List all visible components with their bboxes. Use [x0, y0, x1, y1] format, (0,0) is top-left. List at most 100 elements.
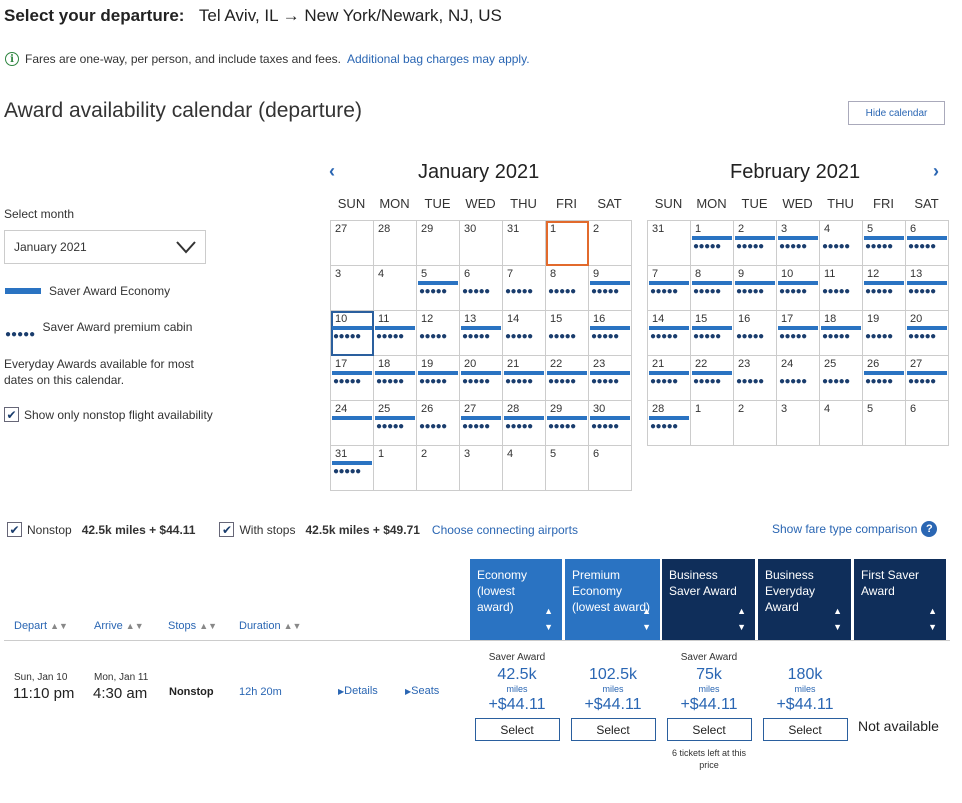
calendar-day[interactable]: 17 ●●●●●	[331, 356, 374, 401]
calendar-day[interactable]: 5	[546, 446, 589, 491]
with-stops-checkbox[interactable]: ✔	[219, 522, 235, 537]
calendar-day[interactable]: 5 ●●●●●	[863, 221, 906, 266]
calendar-day[interactable]: 7 ●●●●●	[503, 266, 546, 311]
calendar-day[interactable]: 3 ●●●●●	[777, 221, 820, 266]
calendar-day[interactable]: 15 ●●●●●	[546, 311, 589, 356]
select-business-everyday-button[interactable]: Select	[762, 718, 848, 741]
calendar-day[interactable]: 11 ●●●●●	[374, 311, 417, 356]
calendar-day[interactable]: 9 ●●●●●	[734, 266, 777, 311]
calendar-day[interactable]: 5	[863, 401, 906, 446]
calendar-day[interactable]: 28	[374, 221, 417, 266]
sort-depart[interactable]: Depart ▲▼	[14, 620, 68, 632]
calendar-day[interactable]: 23 ●●●●●	[589, 356, 632, 401]
calendar-day[interactable]: 14 ●●●●●	[648, 311, 691, 356]
sort-arrive[interactable]: Arrive ▲▼	[94, 620, 144, 632]
calendar-day[interactable]: 3	[460, 446, 503, 491]
next-month-icon[interactable]: ›	[933, 161, 939, 181]
nonstop-only-checkbox[interactable]: ✔	[4, 407, 19, 422]
select-business-saver-button[interactable]: Select	[666, 718, 752, 741]
calendar-day[interactable]: 6	[906, 401, 949, 446]
calendar-day[interactable]: 30 ●●●●●	[589, 401, 632, 446]
calendar-day[interactable]: 22 ●●●●●	[691, 356, 734, 401]
calendar-day[interactable]: 21 ●●●●●	[503, 356, 546, 401]
sort-duration[interactable]: Duration ▲▼	[239, 620, 301, 632]
calendar-day[interactable]: 28 ●●●●●	[648, 401, 691, 446]
calendar-day[interactable]: 31	[648, 221, 691, 266]
calendar-day[interactable]: 26 ●●●●●	[417, 401, 460, 446]
calendar-day[interactable]: 2	[417, 446, 460, 491]
help-icon[interactable]: ?	[921, 521, 938, 537]
calendar-day[interactable]: 28 ●●●●●	[503, 401, 546, 446]
select-premium-button[interactable]: Select	[570, 718, 656, 741]
calendar-day[interactable]: 20 ●●●●●	[460, 356, 503, 401]
calendar-day[interactable]: 4	[374, 266, 417, 311]
calendar-day[interactable]: 27	[331, 221, 374, 266]
calendar-day[interactable]: 17 ●●●●●	[777, 311, 820, 356]
details-link[interactable]: ▶Details	[338, 685, 378, 697]
calendar-day[interactable]: 1	[374, 446, 417, 491]
calendar-day[interactable]: 29	[417, 221, 460, 266]
calendar-day[interactable]: 19 ●●●●●	[863, 311, 906, 356]
calendar-day[interactable]: 12 ●●●●●	[417, 311, 460, 356]
calendar-day[interactable]: 12 ●●●●●	[863, 266, 906, 311]
calendar-day[interactable]: 10 ●●●●●	[777, 266, 820, 311]
calendar-day[interactable]: 13 ●●●●●	[906, 266, 949, 311]
fare-comparison-link[interactable]: Show fare type comparison ?	[772, 521, 938, 537]
calendar-day[interactable]: 27 ●●●●●	[460, 401, 503, 446]
nonstop-only-toggle[interactable]: ✔ Show only nonstop flight availability	[4, 407, 213, 422]
select-economy-button[interactable]: Select	[474, 718, 560, 741]
calendar-day[interactable]: 6 ●●●●●	[460, 266, 503, 311]
nonstop-checkbox[interactable]: ✔	[7, 522, 22, 537]
calendar-day[interactable]: 20 ●●●●●	[906, 311, 949, 356]
calendar-day[interactable]: 11 ●●●●●	[820, 266, 863, 311]
calendar-day[interactable]: 2	[589, 221, 632, 266]
connecting-airports-link[interactable]: Choose connecting airports	[431, 522, 579, 537]
bag-charges-link[interactable]: Additional bag charges may apply.	[346, 52, 530, 66]
calendar-day[interactable]: 3	[331, 266, 374, 311]
calendar-day[interactable]: 23 ●●●●●	[734, 356, 777, 401]
calendar-day[interactable]: 31 ●●●●●	[331, 446, 374, 491]
column-first-saver[interactable]: First Saver Award ▲ ▼	[854, 559, 946, 641]
calendar-day[interactable]: 1	[546, 221, 589, 266]
prev-month-icon[interactable]: ‹	[329, 161, 335, 181]
calendar-day[interactable]: 21 ●●●●●	[648, 356, 691, 401]
calendar-day[interactable]: 1 ●●●●●	[691, 221, 734, 266]
calendar-day[interactable]: 14 ●●●●●	[503, 311, 546, 356]
calendar-day[interactable]: 19 ●●●●●	[417, 356, 460, 401]
calendar-day[interactable]: 13 ●●●●●	[460, 311, 503, 356]
calendar-day[interactable]: 7 ●●●●●	[648, 266, 691, 311]
column-business-saver[interactable]: Business Saver Award ▲ ▼	[662, 559, 755, 641]
calendar-day[interactable]: 29 ●●●●●	[546, 401, 589, 446]
month-select[interactable]: January 2021	[4, 230, 206, 264]
calendar-day[interactable]: 3	[777, 401, 820, 446]
calendar-day[interactable]: 16 ●●●●●	[734, 311, 777, 356]
calendar-day[interactable]: 30	[460, 221, 503, 266]
calendar-day[interactable]: 18 ●●●●●	[374, 356, 417, 401]
calendar-day[interactable]: 9 ●●●●●	[589, 266, 632, 311]
calendar-day[interactable]: 27 ●●●●●	[906, 356, 949, 401]
calendar-day[interactable]: 24	[331, 401, 374, 446]
calendar-day[interactable]: 2	[734, 401, 777, 446]
calendar-day[interactable]: 4	[820, 401, 863, 446]
calendar-day[interactable]: 5 ●●●●●	[417, 266, 460, 311]
calendar-day[interactable]: 24 ●●●●●	[777, 356, 820, 401]
calendar-day[interactable]: 18 ●●●●●	[820, 311, 863, 356]
calendar-day[interactable]: 6 ●●●●●	[906, 221, 949, 266]
sort-stops[interactable]: Stops ▲▼	[168, 620, 217, 632]
calendar-day[interactable]: 8 ●●●●●	[546, 266, 589, 311]
column-premium-economy[interactable]: Premium Economy (lowest award) ▲ ▼	[565, 559, 660, 641]
calendar-day[interactable]: 26 ●●●●●	[863, 356, 906, 401]
calendar-day[interactable]: 8 ●●●●●	[691, 266, 734, 311]
hide-calendar-button[interactable]: Hide calendar	[848, 101, 945, 125]
calendar-day[interactable]: 10 ●●●●●	[331, 311, 374, 356]
column-economy[interactable]: Economy (lowest award) ▲ ▼	[470, 559, 562, 641]
calendar-day[interactable]: 4	[503, 446, 546, 491]
calendar-day[interactable]: 1	[691, 401, 734, 446]
seats-link[interactable]: ▶Seats	[405, 685, 439, 697]
calendar-day[interactable]: 4 ●●●●●	[820, 221, 863, 266]
calendar-day[interactable]: 25 ●●●●●	[820, 356, 863, 401]
calendar-day[interactable]: 15 ●●●●●	[691, 311, 734, 356]
column-business-everyday[interactable]: Business Everyday Award ▲ ▼	[758, 559, 851, 641]
calendar-day[interactable]: 2 ●●●●●	[734, 221, 777, 266]
calendar-day[interactable]: 31	[503, 221, 546, 266]
